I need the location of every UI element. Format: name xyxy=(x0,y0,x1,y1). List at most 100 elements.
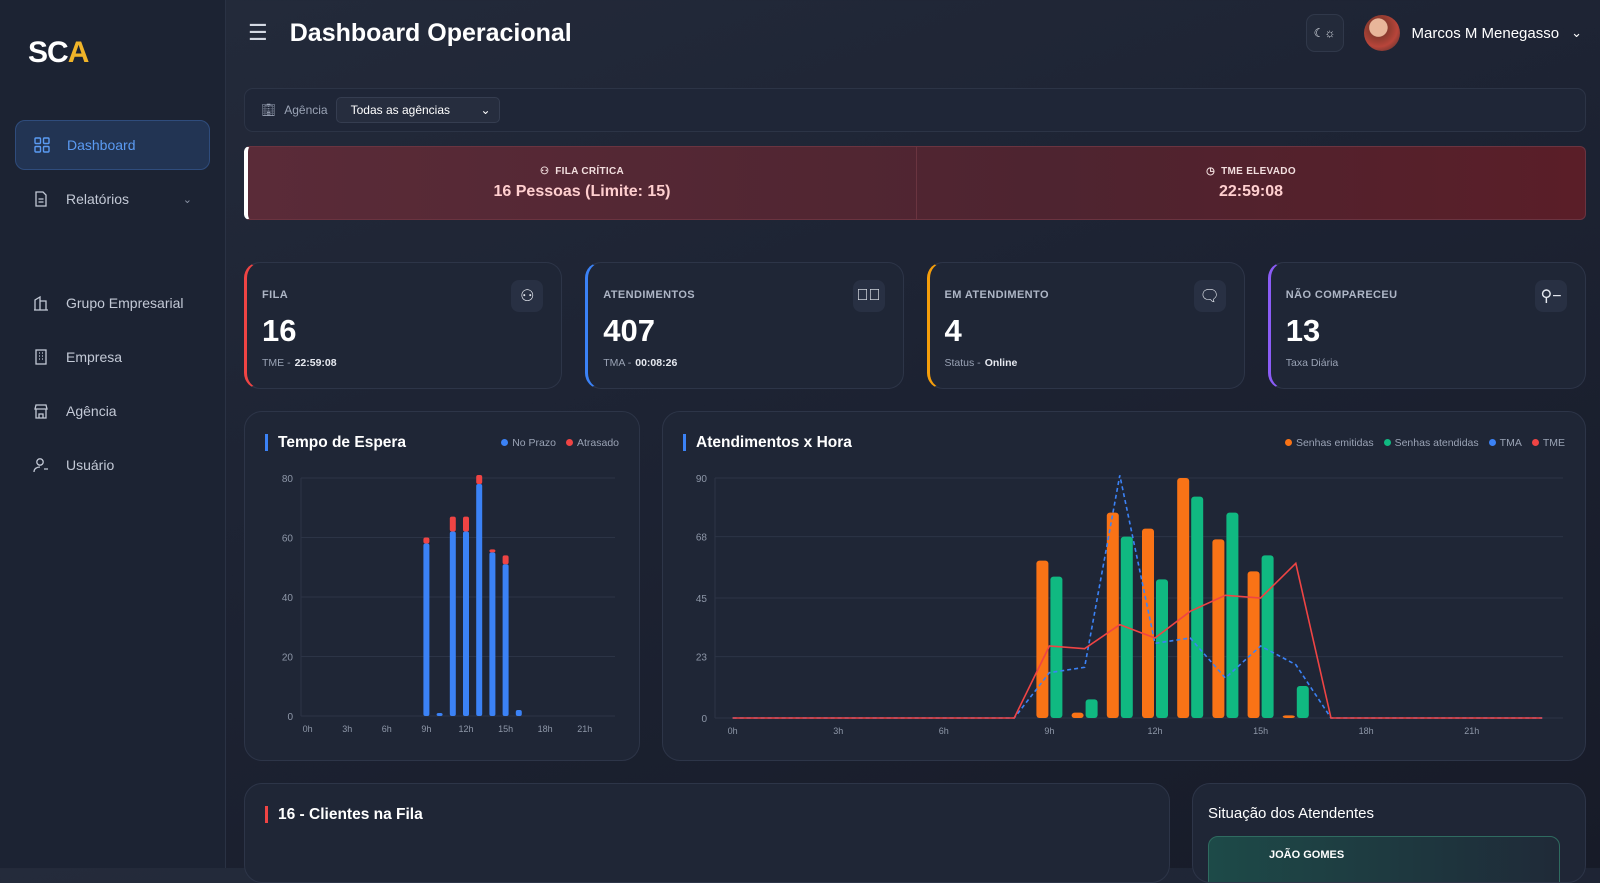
bar-atrasado xyxy=(502,555,509,565)
kpi-card-atendimentos: ATENDIMENTOS 407 TMA -00:08:26 ✓⃝ xyxy=(585,262,904,389)
bar-no-prazo xyxy=(423,543,430,716)
sidebar-item-empresa[interactable]: Empresa xyxy=(15,332,210,382)
bar-no-prazo xyxy=(476,483,483,716)
atendimentos-hora-svg: 0 23 45 68 90 0h 3h 6h 9h 12h 15h 18h 21h xyxy=(696,474,1563,736)
users-icon: ⚇ xyxy=(511,280,544,312)
clock-icon: ◷ xyxy=(1206,165,1216,177)
kpi-label: EM ATENDIMENTO xyxy=(944,289,1049,301)
page-title: Dashboard Operacional xyxy=(289,18,572,47)
sidebar-item-label: Agência xyxy=(66,403,117,419)
chat-icon: 🗨︎ xyxy=(1193,280,1226,312)
y-tick-label: 0 xyxy=(701,714,707,725)
bar-senhas-emitidas xyxy=(1106,512,1119,718)
building-icon xyxy=(32,348,50,366)
kpi-sub: Status - Online xyxy=(944,357,1018,369)
bar-senhas-emitidas xyxy=(1177,478,1190,718)
kpi-card-fila: FILA 16 TME -22:59:08 ⚇ xyxy=(244,262,563,389)
agency-filter-label: Agência xyxy=(284,103,328,117)
sidebar-item-label: Grupo Empresarial xyxy=(66,295,184,311)
bar-senhas-atendidas xyxy=(1261,555,1274,718)
chart-legend: Senhas emitidas Senhas atendidas TMA TME xyxy=(1284,437,1565,449)
user-icon xyxy=(32,456,50,474)
x-tick-label: 6h xyxy=(382,724,392,734)
sidebar-item-agencia[interactable]: Agência xyxy=(15,386,210,436)
agency-select[interactable]: Todas as agências ⌄ xyxy=(335,97,500,123)
tempo-espera-svg: 0 20 40 60 80 0h 3h 6h 9h 12h 15h 18h 21h xyxy=(282,474,615,734)
x-tick-label: 21h xyxy=(577,724,592,734)
bar-atrasado xyxy=(476,475,483,484)
bar-senhas-emitidas xyxy=(1212,539,1225,718)
x-tick-label: 15h xyxy=(498,724,513,734)
check-circle-icon: ✓⃝ xyxy=(852,280,885,312)
chart-legend: No Prazo Atrasado xyxy=(501,437,619,449)
menu-icon[interactable]: ☰ xyxy=(248,20,268,45)
panel-title: Situação dos Atendentes xyxy=(1208,805,1374,822)
x-tick-label: 18h xyxy=(1359,726,1374,736)
sidebar-item-usuario[interactable]: Usuário xyxy=(15,440,210,490)
sidebar: SC A Dashboard Relatórios ⌄ Grupo Empresa… xyxy=(0,0,226,868)
kpi-sub: TME -22:59:08 xyxy=(262,357,337,369)
y-tick-label: 68 xyxy=(696,533,708,544)
sidebar-item-grupo-empresarial[interactable]: Grupo Empresarial xyxy=(15,278,210,328)
kpi-value: 13 xyxy=(1285,313,1321,348)
x-tick-label: 12h xyxy=(458,724,473,734)
x-tick-label: 0h xyxy=(303,724,313,734)
sidebar-item-relatorios[interactable]: Relatórios ⌄ xyxy=(15,174,210,224)
document-icon xyxy=(32,190,50,208)
kpi-label: ATENDIMENTOS xyxy=(603,289,696,301)
sidebar-item-label: Dashboard xyxy=(67,137,136,153)
legend-atrasado[interactable]: Atrasado xyxy=(565,437,619,449)
legend-tma[interactable]: TMA xyxy=(1488,437,1522,449)
bar-atrasado xyxy=(423,537,430,544)
bar-senhas-emitidas xyxy=(1142,528,1154,718)
x-tick-label: 9h xyxy=(1044,726,1054,736)
agency-select-value: Todas as agências xyxy=(350,103,451,117)
y-tick-label: 40 xyxy=(282,593,294,604)
bar-no-prazo xyxy=(489,552,496,716)
x-tick-label: 0h xyxy=(728,726,738,736)
kpi-value: 16 xyxy=(262,313,297,348)
bottom-row: 16 - Clientes na Fila Situação dos Atend… xyxy=(244,783,1586,883)
sidebar-item-label: Relatórios xyxy=(66,191,130,207)
sidebar-item-label: Empresa xyxy=(66,349,123,365)
attendants-panel: Situação dos Atendentes JOÃO GOMES xyxy=(1192,783,1586,883)
attendant-card[interactable]: JOÃO GOMES xyxy=(1208,836,1560,882)
sidebar-item-label: Usuário xyxy=(66,457,115,473)
kpi-card-em-atendimento: EM ATENDIMENTO 4 Status - Online 🗨︎ xyxy=(926,262,1245,389)
header: ☰ Dashboard Operacional ☾☼ Marcos M Mene… xyxy=(244,0,1586,66)
buildings-icon xyxy=(32,294,50,312)
kpi-cards: FILA 16 TME -22:59:08 ⚇ ATENDIMENTOS 407… xyxy=(244,262,1586,389)
chart-title: Atendimentos x Hora xyxy=(683,434,852,451)
kpi-value: 4 xyxy=(944,313,962,348)
x-tick-label: 15h xyxy=(1253,726,1268,736)
chevron-down-icon: ⌄ xyxy=(182,193,192,206)
sidebar-item-dashboard[interactable]: Dashboard xyxy=(15,120,210,170)
user-menu[interactable]: Marcos M Menegasso ⌄ xyxy=(1363,15,1582,51)
logo[interactable]: SC A xyxy=(28,36,89,69)
x-tick-label: 18h xyxy=(538,724,553,734)
kpi-sub: TMA -00:08:26 xyxy=(603,357,678,369)
grid-icon xyxy=(33,136,51,154)
legend-senhas-emitidas[interactable]: Senhas emitidas xyxy=(1284,437,1374,449)
x-tick-label: 3h xyxy=(342,724,352,734)
bar-no-prazo xyxy=(436,713,443,716)
alerts-banner: ⚇ FILA CRÍTICA 16 Pessoas (Limite: 15) ◷ T… xyxy=(244,146,1586,220)
theme-toggle-button[interactable]: ☾☼ xyxy=(1305,14,1344,52)
y-tick-label: 80 xyxy=(282,474,294,485)
avatar xyxy=(1363,15,1400,51)
bar-senhas-emitidas xyxy=(1247,571,1260,718)
bar-no-prazo xyxy=(463,531,469,716)
legend-senhas-atendidas[interactable]: Senhas atendidas xyxy=(1383,437,1479,449)
x-tick-label: 9h xyxy=(421,724,431,734)
bar-senhas-emitidas xyxy=(1071,712,1084,718)
bar-atrasado xyxy=(463,516,469,532)
alert-tme-elevado: ◷ TME ELEVADO 22:59:08 xyxy=(916,147,1585,219)
x-tick-label: 12h xyxy=(1147,726,1162,736)
alert-fila-critica: ⚇ FILA CRÍTICA 16 Pessoas (Limite: 15) xyxy=(248,147,916,219)
legend-no-prazo[interactable]: No Prazo xyxy=(501,437,556,449)
y-tick-label: 45 xyxy=(696,594,708,605)
legend-tme[interactable]: TME xyxy=(1531,437,1565,449)
charts-row: 0 20 40 60 80 0h 3h 6h 9h 12h 15h 18h 21h Tempo de E… xyxy=(244,411,1586,761)
x-tick-label: 3h xyxy=(833,726,843,736)
y-tick-label: 23 xyxy=(696,653,708,664)
